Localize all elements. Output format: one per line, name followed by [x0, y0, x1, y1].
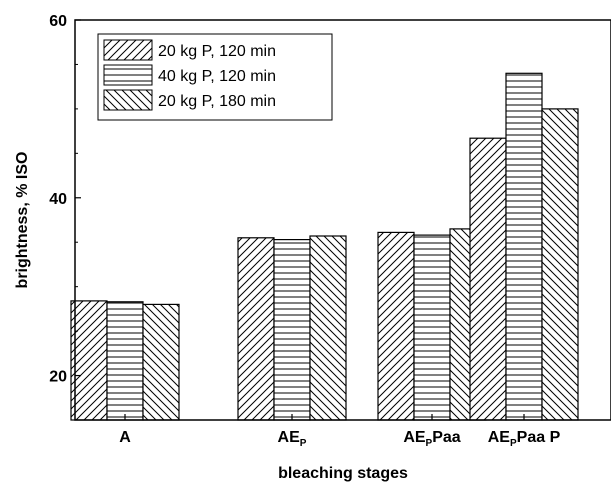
y-tick-label: 20 — [49, 369, 67, 386]
plot-frame — [74, 19, 611, 421]
x-tick-label: AEP — [278, 429, 307, 449]
legend-swatch — [103, 89, 153, 111]
y-tick-label: 60 — [49, 13, 67, 30]
legend-label: 20 kg P, 120 min — [158, 43, 276, 60]
bar-1-series-3 — [142, 303, 180, 421]
bar-3-series-1 — [377, 231, 415, 421]
legend-label: 20 kg P, 180 min — [158, 93, 276, 110]
y-axis-title: brightness, % ISO — [14, 152, 31, 289]
bar-2-series-3 — [309, 235, 347, 421]
x-tick-label: AEPPaa — [403, 429, 460, 449]
bar-2-series-2 — [273, 239, 311, 421]
legend-swatch — [103, 64, 153, 86]
x-tick-label: AEPPaa P — [488, 429, 561, 449]
y-axis: 20 40 60 — [49, 13, 81, 421]
bar-3-series-2 — [413, 234, 451, 421]
bars-layer — [70, 72, 579, 421]
bar-1-series-2 — [106, 301, 144, 421]
bar-4-series-2 — [505, 72, 543, 421]
legend-swatch — [103, 39, 153, 61]
x-tick-label: A — [119, 429, 131, 446]
bar-4-series-1 — [469, 137, 507, 421]
legend: 20 kg P, 120 min 40 kg P, 120 min 20 kg P,… — [97, 33, 333, 121]
legend-label: 40 kg P, 120 min — [158, 68, 276, 85]
bar-2-series-1 — [237, 237, 275, 421]
y-tick-label: 40 — [49, 191, 67, 208]
bar-4-series-3 — [541, 108, 579, 421]
x-axis: A AEP AEPPaa AEPPaa P — [119, 414, 561, 449]
x-axis-title: bleaching stages — [278, 465, 408, 482]
bar-1-series-1 — [70, 300, 108, 421]
